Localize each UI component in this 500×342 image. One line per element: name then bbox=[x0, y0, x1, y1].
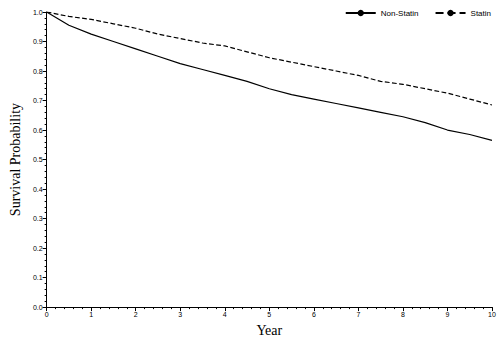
svg-text:0.2: 0.2 bbox=[33, 245, 43, 252]
svg-text:Year: Year bbox=[256, 323, 282, 338]
svg-text:0.7: 0.7 bbox=[33, 97, 43, 104]
svg-text:6: 6 bbox=[312, 311, 316, 318]
svg-text:7: 7 bbox=[356, 311, 360, 318]
svg-text:Statin: Statin bbox=[471, 9, 491, 18]
svg-text:Non-Statin: Non-Statin bbox=[381, 9, 419, 18]
svg-text:8: 8 bbox=[401, 311, 405, 318]
svg-text:10: 10 bbox=[488, 311, 496, 318]
svg-text:2: 2 bbox=[134, 311, 138, 318]
svg-text:5: 5 bbox=[267, 311, 271, 318]
svg-text:0.9: 0.9 bbox=[33, 38, 43, 45]
svg-text:0.6: 0.6 bbox=[33, 127, 43, 134]
svg-text:1: 1 bbox=[89, 311, 93, 318]
svg-text:3: 3 bbox=[178, 311, 182, 318]
svg-text:0.0: 0.0 bbox=[33, 304, 43, 311]
svg-text:9: 9 bbox=[446, 311, 450, 318]
svg-text:4: 4 bbox=[223, 311, 227, 318]
svg-text:0.4: 0.4 bbox=[33, 186, 43, 193]
svg-text:0.8: 0.8 bbox=[33, 68, 43, 75]
svg-text:0.5: 0.5 bbox=[33, 156, 43, 163]
svg-text:0.1: 0.1 bbox=[33, 274, 43, 281]
svg-text:Survival Probability: Survival Probability bbox=[8, 103, 23, 216]
svg-text:0: 0 bbox=[45, 311, 49, 318]
svg-text:1.0: 1.0 bbox=[33, 9, 43, 16]
svg-text:0.3: 0.3 bbox=[33, 215, 43, 222]
